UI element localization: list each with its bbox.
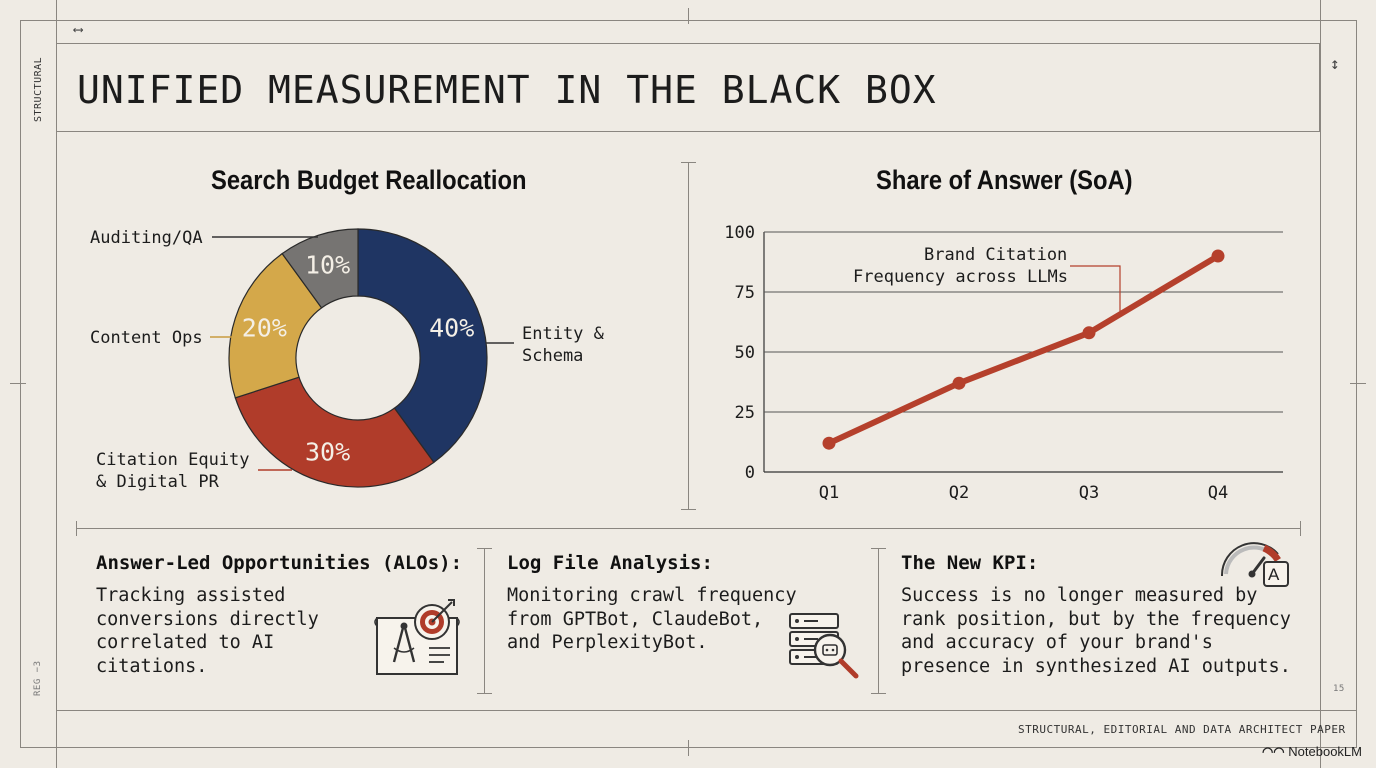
- panel-line: and accuracy of your brand's: [901, 632, 1213, 653]
- panel-body-new-kpi: Success is no longer measured by rank po…: [901, 584, 1291, 678]
- data-point: [952, 376, 966, 390]
- data-point: [822, 436, 836, 450]
- gauge-icon-letter: A: [1268, 565, 1280, 584]
- footer-divider: [56, 710, 1356, 712]
- panel-line: presence in synthesized AI outputs.: [901, 655, 1291, 677]
- slice-value-label: 30%: [305, 438, 350, 467]
- tick-top: [688, 8, 690, 24]
- panel-heading-log-file: Log File Analysis:: [507, 552, 713, 574]
- panel-body-alos: Tracking assisted conversions directly c…: [96, 584, 319, 678]
- panel-heading-new-kpi: The New KPI:: [901, 552, 1039, 574]
- slice-value-label: 10%: [305, 250, 350, 279]
- panel-divider-2-cap-bottom: [871, 693, 886, 695]
- donut-slice: [281, 228, 359, 309]
- slice-value-label: 40%: [429, 314, 474, 343]
- panel-line: Tracking assisted: [96, 585, 286, 606]
- gauge-icon: [1220, 542, 1289, 587]
- x-tick-label: Q4: [1208, 483, 1228, 503]
- slice-label-citation-line1: Citation Equity: [96, 450, 250, 470]
- page-title: UNIFIED MEASUREMENT IN THE BLACK BOX: [77, 68, 937, 112]
- panels-top-divider: [76, 528, 1300, 530]
- panel-line: Success is no longer measured by: [901, 585, 1258, 606]
- y-tick-label: 50: [735, 343, 755, 363]
- line-annotation-line2: Frequency across LLMs: [853, 267, 1068, 287]
- x-tick-label: Q1: [819, 483, 839, 503]
- charts-divider-cap-bottom: [681, 509, 696, 511]
- target-blueprint-icon: [374, 599, 460, 675]
- data-point: [1211, 249, 1225, 263]
- donut-chart-title: Search Budget Reallocation: [211, 165, 527, 195]
- x-tick-label: Q2: [949, 483, 969, 503]
- y-tick-label: 75: [735, 283, 755, 303]
- y-tick-label: 25: [735, 403, 755, 423]
- panel-line: correlated to AI: [96, 632, 275, 653]
- panel-divider-2: [878, 548, 880, 694]
- panels-divider-cap-right: [1300, 521, 1302, 536]
- x-tick-label: Q3: [1079, 483, 1099, 503]
- server-search-icon: [789, 613, 859, 679]
- logo-text: NotebookLM: [1288, 744, 1362, 759]
- charts-divider-cap-top: [681, 162, 696, 164]
- series-line: [826, 253, 1221, 447]
- tick-bottom: [688, 740, 690, 756]
- corner-mark-right: 15: [1333, 684, 1345, 694]
- panel-line: from GPTBot, ClaudeBot,: [507, 608, 764, 630]
- tick-right: [1350, 383, 1366, 385]
- line-annotation-line1: Brand Citation: [924, 245, 1068, 265]
- slice-label-entity-line2: Schema: [522, 346, 584, 366]
- slice-label-entity-line1: Entity &: [522, 324, 604, 344]
- panel-line: Monitoring crawl frequency: [507, 585, 797, 606]
- panel-line: rank position, but by the frequency: [901, 608, 1291, 630]
- panel-line: citations.: [96, 655, 208, 677]
- donut-slice: [357, 228, 488, 464]
- panels-divider-cap-left: [76, 521, 78, 536]
- slice-label-citation-line2: & Digital PR: [96, 472, 219, 492]
- panel-divider-1-cap-bottom: [477, 693, 492, 695]
- data-point: [1082, 326, 1096, 340]
- slice-label-content-ops: Content Ops: [90, 328, 203, 348]
- logo-icon: ◠◠: [1261, 744, 1289, 759]
- donut-slice: [228, 252, 323, 399]
- y-tick-label: 100: [724, 223, 755, 243]
- panel-divider-1-cap-top: [477, 548, 492, 550]
- panel-divider-1: [484, 548, 486, 694]
- frame-right-line: [1320, 0, 1322, 768]
- frame-left-line: [56, 0, 58, 768]
- line-chart-title: Share of Answer (SoA): [876, 165, 1133, 195]
- slice-label-auditing: Auditing/QA: [90, 228, 203, 248]
- title-box: UNIFIED MEASUREMENT IN THE BLACK BOX: [56, 43, 1320, 132]
- donut-slice: [234, 376, 435, 488]
- footer-text: STRUCTURAL, EDITORIAL AND DATA ARCHITECT…: [1018, 723, 1346, 736]
- panel-heading-alos: Answer-Led Opportunities (ALOs):: [96, 552, 463, 574]
- annotation-leader: [1070, 265, 1121, 312]
- vertical-arrow-icon: ↕: [1330, 54, 1340, 73]
- panel-line: conversions directly: [96, 608, 319, 630]
- panel-line: and PerplexityBot.: [507, 632, 708, 653]
- y-tick-label: 0: [745, 463, 755, 483]
- notebooklm-logo: ◠◠ NotebookLM: [1262, 744, 1362, 760]
- panel-divider-2-cap-top: [871, 548, 886, 550]
- charts-divider: [688, 162, 690, 510]
- slice-value-label: 20%: [242, 314, 287, 343]
- horizontal-arrow-icon: ⟷: [74, 22, 83, 38]
- tick-left: [10, 383, 26, 385]
- panel-body-log-file: Monitoring crawl frequency from GPTBot, …: [507, 584, 797, 655]
